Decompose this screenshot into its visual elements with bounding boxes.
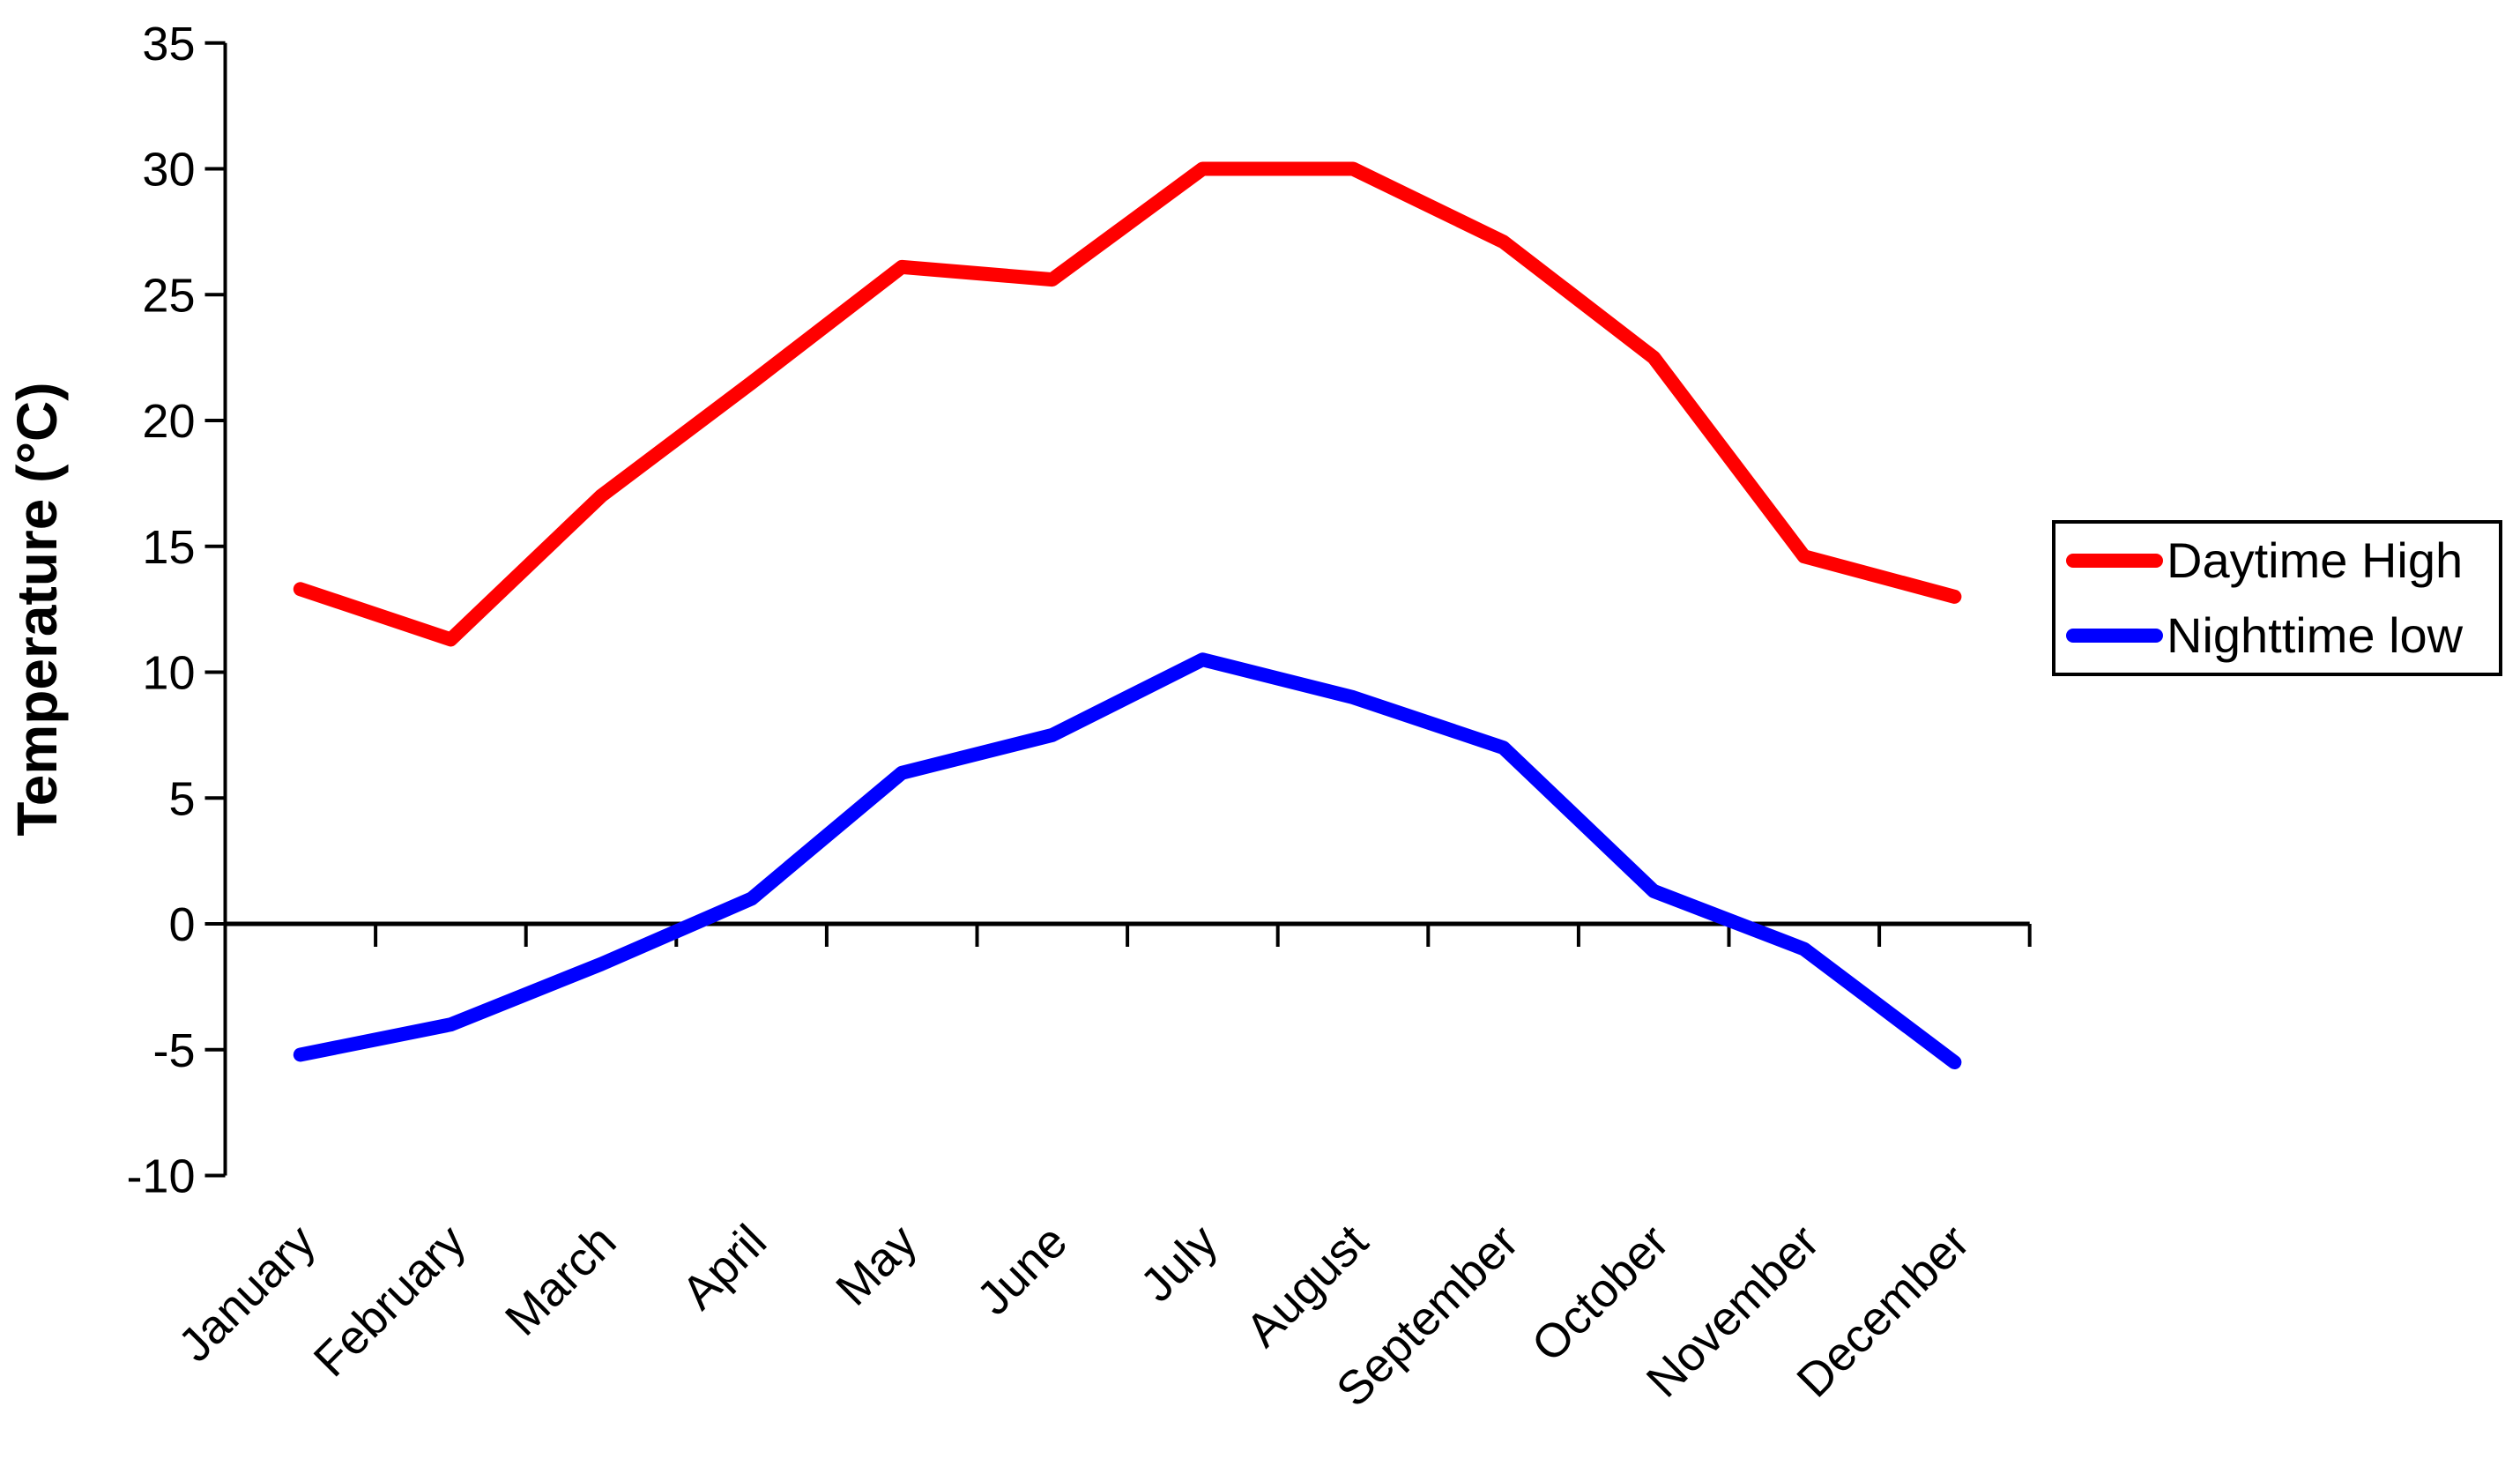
y-tick-label: 0 — [168, 898, 195, 951]
y-tick-label: -5 — [152, 1024, 195, 1077]
series-line-daytime-high — [293, 161, 1962, 647]
series-lines — [293, 161, 1962, 1070]
legend: Daytime High Nighttime low — [2052, 520, 2502, 676]
month-label: June — [967, 1215, 1077, 1325]
y-tick-label: 5 — [168, 772, 195, 825]
month-label: February — [304, 1215, 476, 1387]
month-label: July — [1131, 1215, 1228, 1312]
month-label: October — [1521, 1215, 1678, 1372]
legend-item-label: Daytime High — [2167, 532, 2463, 588]
y-axis-title: Temperature (°C) — [5, 382, 69, 836]
y-tick-label: 30 — [142, 144, 195, 197]
y-tick-label: 20 — [142, 395, 195, 448]
legend-item-label: Nighttime low — [2167, 607, 2464, 663]
month-label: May — [826, 1215, 927, 1316]
y-tick-label: 25 — [142, 269, 195, 322]
month-label: August — [1236, 1215, 1378, 1357]
y-tick-label: 35 — [142, 18, 195, 71]
y-tick-label: 15 — [142, 521, 195, 574]
legend-box — [2052, 520, 2502, 676]
month-label: April — [672, 1215, 777, 1320]
month-label: January — [168, 1215, 325, 1372]
series-line-nighttime-low — [293, 652, 1962, 1070]
month-label: March — [495, 1215, 627, 1346]
y-tick-label: -10 — [126, 1150, 195, 1203]
y-tick-label: 10 — [142, 647, 195, 700]
